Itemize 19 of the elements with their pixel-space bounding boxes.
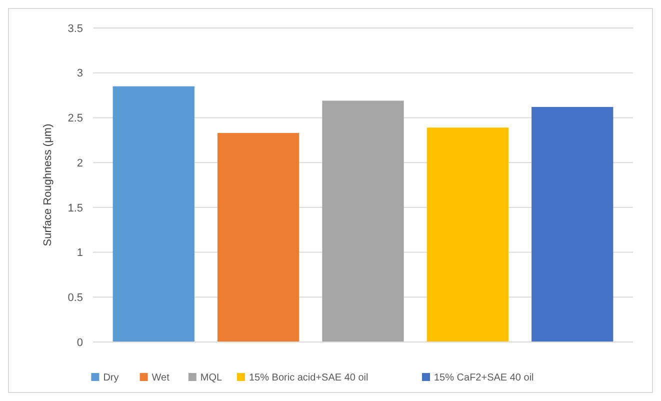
legend-label: 15% Boric acid+SAE 40 oil — [249, 372, 368, 384]
legend-label: Dry — [103, 372, 119, 384]
y-axis-title: Surface Roughness (μm) — [42, 124, 54, 246]
legend-label: 15% CaF2+SAE 40 oil — [434, 372, 534, 384]
legend-label: Wet — [152, 372, 170, 384]
bar — [532, 106, 614, 342]
y-tick-label: 3.5 — [68, 22, 83, 35]
bar — [322, 100, 404, 342]
y-tick-label: 2 — [76, 157, 83, 170]
bar — [112, 86, 194, 342]
y-tick-label: 2.5 — [68, 112, 83, 125]
y-tick-label: 0.5 — [68, 292, 83, 304]
y-tick-label: 0 — [76, 336, 83, 349]
y-tick-label: 3 — [76, 68, 83, 80]
legend-label: MQL — [200, 372, 223, 384]
bar — [426, 128, 509, 342]
bar — [217, 132, 300, 342]
y-tick-label: 1 — [76, 247, 83, 260]
y-tick-label: 1.5 — [68, 202, 83, 214]
